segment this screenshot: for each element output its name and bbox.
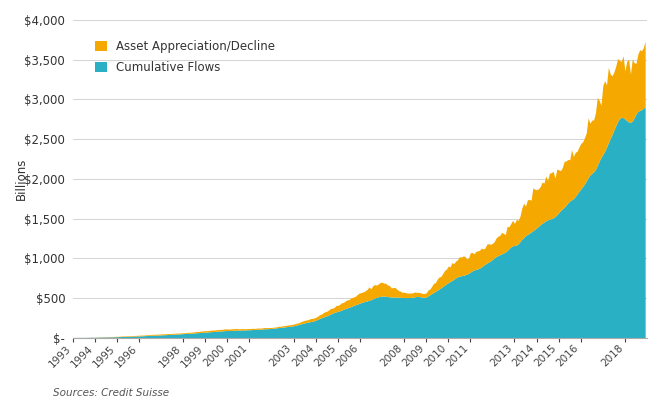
Legend: Asset Appreciation/Decline, Cumulative Flows: Asset Appreciation/Decline, Cumulative F…	[90, 36, 280, 79]
Text: Sources: Credit Suisse: Sources: Credit Suisse	[53, 388, 169, 398]
Y-axis label: Billions: Billions	[15, 158, 28, 200]
